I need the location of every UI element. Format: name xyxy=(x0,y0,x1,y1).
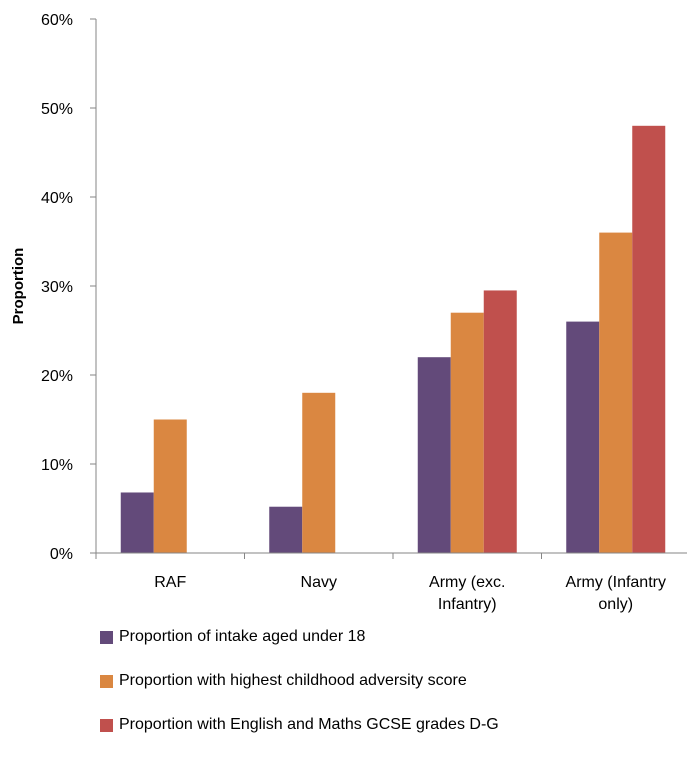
x-category-label: Army (exc. Infantry) xyxy=(429,574,505,613)
y-tick-label: 0% xyxy=(50,546,73,563)
bar xyxy=(483,290,517,553)
y-tick-label: 40% xyxy=(41,190,73,207)
y-axis-tick-labels: 0% 10% 20% 30% 40% 50% 60% xyxy=(41,12,73,563)
y-tick-label: 10% xyxy=(41,457,73,474)
bar-series xyxy=(120,125,666,554)
legend-label-childhood-adversity: Proportion with highest childhood advers… xyxy=(119,672,467,689)
bar xyxy=(632,125,666,554)
x-category-label: Army (Infantry only) xyxy=(566,574,666,613)
bar-chart: 0% 10% 20% 30% 40% 50% 60% RAF Navy Army (exc. In… xyxy=(10,12,687,613)
bar xyxy=(566,321,600,553)
bar xyxy=(269,506,303,553)
bar xyxy=(599,232,633,553)
bar xyxy=(153,419,187,553)
legend-swatch-childhood-adversity xyxy=(100,674,113,688)
bar xyxy=(302,392,336,553)
y-axis-title: Proportion xyxy=(10,248,27,325)
legend-item-childhood-adversity: Proportion with highest childhood advers… xyxy=(100,669,680,693)
bar xyxy=(120,492,154,553)
legend-swatch-gcse-grades xyxy=(100,718,113,732)
bar xyxy=(450,312,484,553)
y-tick-label: 20% xyxy=(41,368,73,385)
legend-swatch-under-18 xyxy=(100,630,113,644)
x-category-label: RAF xyxy=(154,574,186,591)
bar xyxy=(417,357,451,553)
legend-label-gcse-grades: Proportion with English and Maths GCSE g… xyxy=(119,716,499,733)
x-axis-category-labels: RAF Navy Army (exc. Infantry) Army (Infantry… xyxy=(154,574,666,613)
y-tick-label: 30% xyxy=(41,279,73,296)
x-axis-ticks xyxy=(95,553,542,559)
y-tick-label: 60% xyxy=(41,12,73,29)
legend-item-under-18: Proportion of intake aged under 18 xyxy=(100,625,680,649)
legend-label-under-18: Proportion of intake aged under 18 xyxy=(119,628,366,645)
x-category-label: Navy xyxy=(301,574,337,591)
y-tick-label: 50% xyxy=(41,101,73,118)
chart-legend: Proportion of intake aged under 18 Propo… xyxy=(100,625,680,757)
legend-item-gcse-grades: Proportion with English and Maths GCSE g… xyxy=(100,713,680,737)
y-axis-ticks xyxy=(90,18,96,554)
